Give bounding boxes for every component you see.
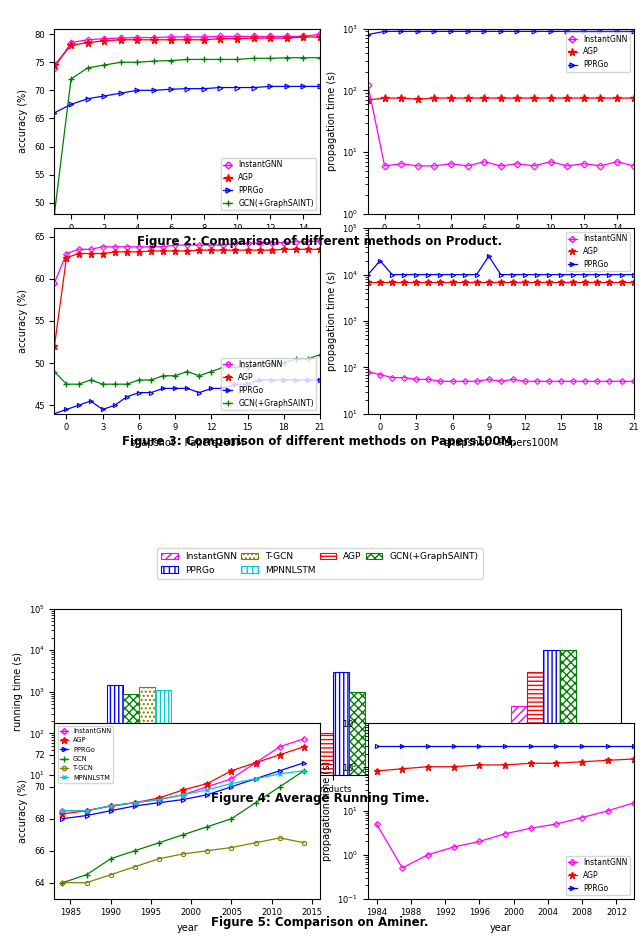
Bar bbox=[511, 707, 527, 951]
X-axis label: year: year bbox=[177, 923, 198, 933]
Y-axis label: propagation time (s): propagation time (s) bbox=[326, 71, 337, 171]
Y-axis label: propagation time (s): propagation time (s) bbox=[326, 271, 337, 371]
Bar bbox=[543, 650, 559, 951]
Y-axis label: propagation time (s): propagation time (s) bbox=[322, 761, 332, 861]
Text: Figure 3: Comparison of different methods on Papers100M.: Figure 3: Comparison of different method… bbox=[122, 435, 518, 448]
Bar bbox=[139, 688, 155, 951]
Text: Figure 4: Average Running Time.: Figure 4: Average Running Time. bbox=[211, 792, 429, 805]
Y-axis label: running time (s): running time (s) bbox=[13, 652, 23, 731]
Legend: InstantGNN, AGP, PPRGo, GCN(+GraphSAINT): InstantGNN, AGP, PPRGo, GCN(+GraphSAINT) bbox=[221, 358, 316, 410]
Bar bbox=[559, 650, 576, 951]
Legend: InstantGNN, AGP, PPRGo: InstantGNN, AGP, PPRGo bbox=[566, 232, 630, 271]
Bar bbox=[106, 685, 123, 951]
Legend: InstantGNN, PPRGo, T-GCN, MPNNLSTM, AGP, GCN(+GraphSAINT): InstantGNN, PPRGo, T-GCN, MPNNLSTM, AGP,… bbox=[157, 548, 483, 579]
Y-axis label: accuracy (%): accuracy (%) bbox=[19, 779, 28, 843]
Text: Figure 5: Comparison on Aminer.: Figure 5: Comparison on Aminer. bbox=[211, 916, 429, 929]
Text: Figure 2: Comparison of different methods on Product.: Figure 2: Comparison of different method… bbox=[138, 235, 502, 248]
Bar bbox=[90, 767, 106, 951]
Legend: InstantGNN, AGP, PPRGo: InstantGNN, AGP, PPRGo bbox=[566, 32, 630, 71]
Bar bbox=[301, 743, 317, 951]
Bar bbox=[317, 733, 333, 951]
X-axis label: snapshot - Products: snapshot - Products bbox=[139, 239, 236, 248]
X-axis label: snapshot - Papers100M: snapshot - Papers100M bbox=[130, 438, 244, 448]
Bar bbox=[527, 672, 543, 951]
Legend: InstantGNN, AGP, PPRGo, GCN, T-GCN, MPNNLSTM: InstantGNN, AGP, PPRGo, GCN, T-GCN, MPNN… bbox=[58, 727, 113, 783]
Bar bbox=[349, 692, 365, 951]
X-axis label: snapshot - Products: snapshot - Products bbox=[452, 239, 549, 248]
Bar bbox=[155, 690, 172, 951]
Bar bbox=[74, 767, 90, 951]
Bar bbox=[123, 694, 139, 951]
X-axis label: snapshot - Papers100M: snapshot - Papers100M bbox=[444, 438, 558, 448]
Legend: InstantGNN, AGP, PPRGo, GCN(+GraphSAINT): InstantGNN, AGP, PPRGo, GCN(+GraphSAINT) bbox=[221, 158, 316, 210]
Bar bbox=[333, 672, 349, 951]
Legend: InstantGNN, AGP, PPRGo: InstantGNN, AGP, PPRGo bbox=[566, 856, 630, 895]
Y-axis label: accuracy (%): accuracy (%) bbox=[19, 289, 29, 353]
Y-axis label: accuracy (%): accuracy (%) bbox=[19, 89, 29, 153]
X-axis label: year: year bbox=[490, 923, 511, 933]
